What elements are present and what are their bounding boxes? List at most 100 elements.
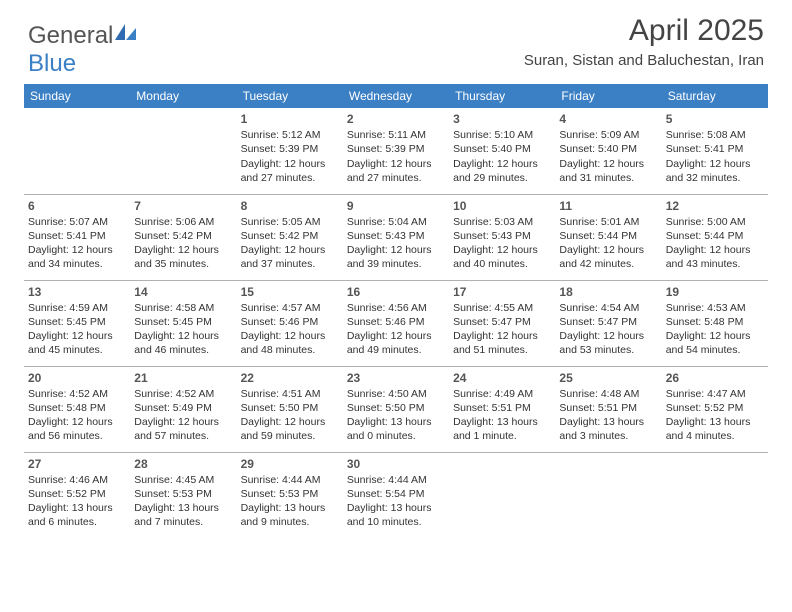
daylight-line-1: Daylight: 12 hours — [134, 329, 232, 343]
daylight-line-1: Daylight: 12 hours — [241, 329, 339, 343]
calendar-day-cell: 7Sunrise: 5:06 AMSunset: 5:42 PMDaylight… — [130, 194, 236, 280]
sunset-line: Sunset: 5:39 PM — [347, 142, 445, 156]
daylight-line-2: and 6 minutes. — [28, 515, 126, 529]
sunset-line: Sunset: 5:52 PM — [28, 487, 126, 501]
calendar-day-cell: 16Sunrise: 4:56 AMSunset: 5:46 PMDayligh… — [343, 280, 449, 366]
day-number: 15 — [241, 284, 339, 300]
sunrise-line: Sunrise: 4:48 AM — [559, 387, 657, 401]
daylight-line-2: and 4 minutes. — [666, 429, 764, 443]
sunrise-line: Sunrise: 5:06 AM — [134, 215, 232, 229]
calendar-day-cell: 29Sunrise: 4:44 AMSunset: 5:53 PMDayligh… — [237, 452, 343, 538]
calendar-day-cell: 4Sunrise: 5:09 AMSunset: 5:40 PMDaylight… — [555, 108, 661, 194]
day-header: Tuesday — [237, 84, 343, 108]
daylight-line-2: and 42 minutes. — [559, 257, 657, 271]
sunset-line: Sunset: 5:45 PM — [134, 315, 232, 329]
sunset-line: Sunset: 5:44 PM — [559, 229, 657, 243]
day-header: Saturday — [662, 84, 768, 108]
day-number: 19 — [666, 284, 764, 300]
day-header: Sunday — [24, 84, 130, 108]
calendar-body: 1Sunrise: 5:12 AMSunset: 5:39 PMDaylight… — [24, 108, 768, 538]
day-number: 9 — [347, 198, 445, 214]
sunset-line: Sunset: 5:51 PM — [453, 401, 551, 415]
calendar-week-row: 1Sunrise: 5:12 AMSunset: 5:39 PMDaylight… — [24, 108, 768, 194]
day-number: 22 — [241, 370, 339, 386]
daylight-line-2: and 56 minutes. — [28, 429, 126, 443]
daylight-line-2: and 9 minutes. — [241, 515, 339, 529]
sunset-line: Sunset: 5:47 PM — [559, 315, 657, 329]
daylight-line-1: Daylight: 12 hours — [347, 329, 445, 343]
daylight-line-1: Daylight: 12 hours — [453, 243, 551, 257]
sunrise-line: Sunrise: 4:52 AM — [28, 387, 126, 401]
day-number: 23 — [347, 370, 445, 386]
calendar-day-cell: 18Sunrise: 4:54 AMSunset: 5:47 PMDayligh… — [555, 280, 661, 366]
sunrise-line: Sunrise: 5:08 AM — [666, 128, 764, 142]
day-number: 25 — [559, 370, 657, 386]
calendar-day-cell: 27Sunrise: 4:46 AMSunset: 5:52 PMDayligh… — [24, 452, 130, 538]
daylight-line-1: Daylight: 12 hours — [453, 329, 551, 343]
calendar-day-cell: 3Sunrise: 5:10 AMSunset: 5:40 PMDaylight… — [449, 108, 555, 194]
daylight-line-2: and 46 minutes. — [134, 343, 232, 357]
daylight-line-2: and 39 minutes. — [347, 257, 445, 271]
daylight-line-1: Daylight: 13 hours — [347, 415, 445, 429]
sunset-line: Sunset: 5:41 PM — [666, 142, 764, 156]
day-number: 11 — [559, 198, 657, 214]
day-number: 1 — [241, 111, 339, 127]
day-number: 28 — [134, 456, 232, 472]
day-number: 18 — [559, 284, 657, 300]
day-number: 17 — [453, 284, 551, 300]
daylight-line-1: Daylight: 12 hours — [666, 329, 764, 343]
sunrise-line: Sunrise: 4:59 AM — [28, 301, 126, 315]
sunrise-line: Sunrise: 5:03 AM — [453, 215, 551, 229]
daylight-line-2: and 43 minutes. — [666, 257, 764, 271]
sunset-line: Sunset: 5:53 PM — [134, 487, 232, 501]
sunset-line: Sunset: 5:40 PM — [559, 142, 657, 156]
daylight-line-1: Daylight: 13 hours — [666, 415, 764, 429]
daylight-line-2: and 31 minutes. — [559, 171, 657, 185]
logo-sail-icon — [115, 21, 137, 49]
sunset-line: Sunset: 5:41 PM — [28, 229, 126, 243]
sunrise-line: Sunrise: 5:04 AM — [347, 215, 445, 229]
day-number: 20 — [28, 370, 126, 386]
day-header: Monday — [130, 84, 236, 108]
sunrise-line: Sunrise: 4:56 AM — [347, 301, 445, 315]
sunset-line: Sunset: 5:48 PM — [28, 401, 126, 415]
sunset-line: Sunset: 5:46 PM — [241, 315, 339, 329]
sunrise-line: Sunrise: 4:52 AM — [134, 387, 232, 401]
daylight-line-2: and 3 minutes. — [559, 429, 657, 443]
daylight-line-1: Daylight: 12 hours — [241, 243, 339, 257]
sunset-line: Sunset: 5:43 PM — [453, 229, 551, 243]
daylight-line-2: and 59 minutes. — [241, 429, 339, 443]
calendar-table: SundayMondayTuesdayWednesdayThursdayFrid… — [24, 84, 768, 538]
sunset-line: Sunset: 5:46 PM — [347, 315, 445, 329]
daylight-line-2: and 27 minutes. — [347, 171, 445, 185]
calendar-day-cell: 21Sunrise: 4:52 AMSunset: 5:49 PMDayligh… — [130, 366, 236, 452]
calendar-week-row: 20Sunrise: 4:52 AMSunset: 5:48 PMDayligh… — [24, 366, 768, 452]
calendar-day-cell: 5Sunrise: 5:08 AMSunset: 5:41 PMDaylight… — [662, 108, 768, 194]
sunrise-line: Sunrise: 4:44 AM — [241, 473, 339, 487]
daylight-line-2: and 34 minutes. — [28, 257, 126, 271]
day-number: 7 — [134, 198, 232, 214]
daylight-line-1: Daylight: 13 hours — [559, 415, 657, 429]
daylight-line-2: and 37 minutes. — [241, 257, 339, 271]
day-number: 6 — [28, 198, 126, 214]
daylight-line-1: Daylight: 12 hours — [559, 157, 657, 171]
day-number: 29 — [241, 456, 339, 472]
daylight-line-1: Daylight: 13 hours — [453, 415, 551, 429]
daylight-line-1: Daylight: 13 hours — [347, 501, 445, 515]
sunset-line: Sunset: 5:50 PM — [347, 401, 445, 415]
daylight-line-2: and 7 minutes. — [134, 515, 232, 529]
sunrise-line: Sunrise: 4:57 AM — [241, 301, 339, 315]
daylight-line-2: and 40 minutes. — [453, 257, 551, 271]
sunrise-line: Sunrise: 4:55 AM — [453, 301, 551, 315]
sunrise-line: Sunrise: 4:53 AM — [666, 301, 764, 315]
daylight-line-1: Daylight: 12 hours — [28, 243, 126, 257]
daylight-line-1: Daylight: 12 hours — [241, 157, 339, 171]
calendar-day-cell: 24Sunrise: 4:49 AMSunset: 5:51 PMDayligh… — [449, 366, 555, 452]
sunset-line: Sunset: 5:54 PM — [347, 487, 445, 501]
calendar-day-cell: 6Sunrise: 5:07 AMSunset: 5:41 PMDaylight… — [24, 194, 130, 280]
daylight-line-1: Daylight: 13 hours — [134, 501, 232, 515]
sunrise-line: Sunrise: 5:05 AM — [241, 215, 339, 229]
sunset-line: Sunset: 5:49 PM — [134, 401, 232, 415]
page-subtitle: Suran, Sistan and Baluchestan, Iran — [524, 52, 764, 69]
daylight-line-1: Daylight: 12 hours — [347, 157, 445, 171]
